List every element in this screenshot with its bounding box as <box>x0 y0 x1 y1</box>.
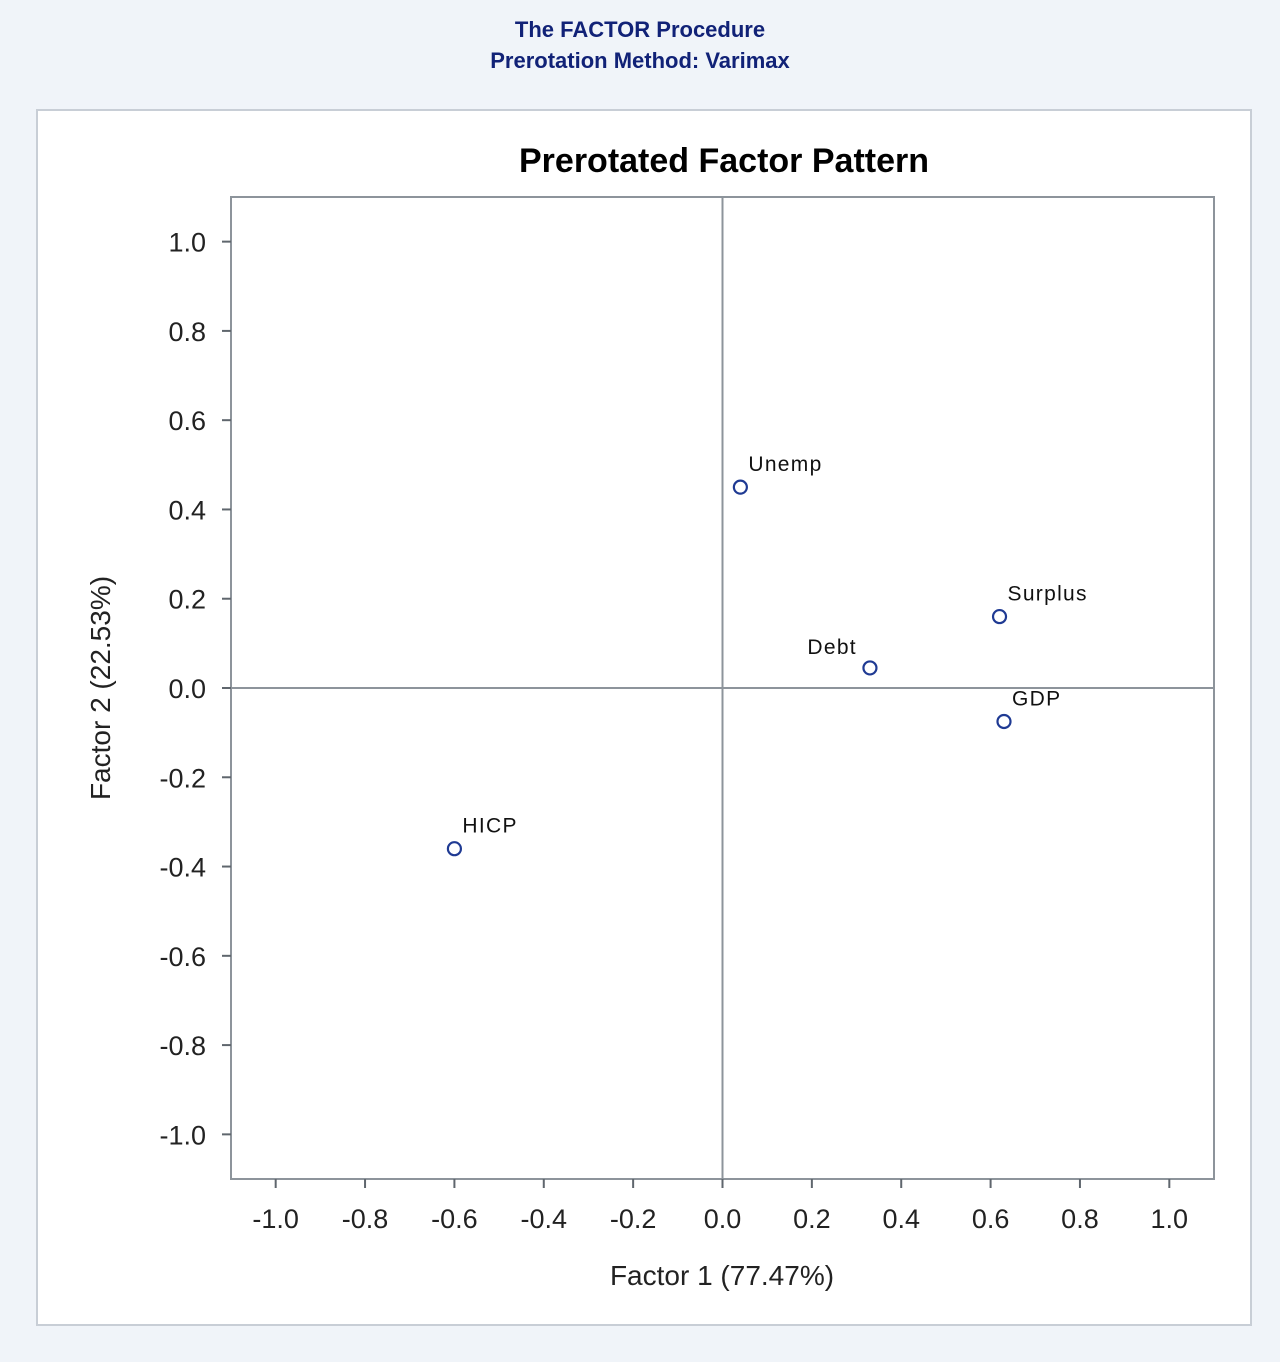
point-hicp <box>446 841 463 857</box>
y-tick-label: 0.2 <box>168 585 206 615</box>
x-tick-label: -0.8 <box>342 1204 389 1234</box>
procedure-header: The FACTOR Procedure Prerotation Method:… <box>0 14 1280 76</box>
x-tick-label: -0.6 <box>431 1204 478 1234</box>
x-tick-label: -1.0 <box>252 1204 299 1234</box>
y-tick-label: -0.8 <box>159 1031 206 1061</box>
point-label-surplus: Surplus <box>1008 583 1088 606</box>
y-axis-label: Factor 2 (22.53%) <box>85 576 116 800</box>
point-label-gdp: GDP <box>1012 687 1061 710</box>
x-tick-label: 0.0 <box>704 1204 742 1234</box>
factor-pattern-plot: Prerotated Factor Pattern -1.0 -0.8 -0.6 -0… <box>85 142 1215 1291</box>
x-tick-label: 0.8 <box>1061 1204 1099 1234</box>
y-axis-ticks: -1.0 -0.8 -0.6 -0.4 -0.2 0.0 0.2 0.4 0.6 0.8 1.0 <box>159 228 231 1150</box>
x-tick-label: 0.6 <box>972 1204 1010 1234</box>
x-tick-label: 0.2 <box>793 1204 831 1234</box>
y-tick-label: -0.2 <box>159 763 206 793</box>
y-tick-label: 0.4 <box>168 495 206 525</box>
point-surplus <box>991 608 1008 625</box>
procedure-subtitle: Prerotation Method: Varimax <box>490 48 790 73</box>
chart-title: Prerotated Factor Pattern <box>519 142 929 180</box>
y-tick-label: 0.0 <box>168 674 206 704</box>
point-label-hicp: HICP <box>462 815 517 838</box>
x-tick-label: 0.4 <box>882 1204 920 1234</box>
point-gdp <box>996 713 1012 730</box>
point-label-debt: Debt <box>807 636 857 659</box>
x-tick-label: -0.2 <box>610 1204 657 1234</box>
y-tick-label: 0.8 <box>168 317 206 347</box>
y-tick-label: -0.6 <box>159 942 206 972</box>
point-debt <box>862 660 878 676</box>
x-tick-label: -0.4 <box>521 1204 568 1234</box>
x-axis-ticks: -1.0 -0.8 -0.6 -0.4 -0.2 0.0 0.2 0.4 0.6 0.8 1.0 <box>252 1179 1188 1234</box>
y-tick-label: 0.6 <box>168 406 206 436</box>
x-tick-label: 1.0 <box>1151 1204 1189 1234</box>
x-axis-label: Factor 1 (77.47%) <box>610 1260 834 1291</box>
y-tick-label: 1.0 <box>168 228 206 258</box>
procedure-title: The FACTOR Procedure <box>514 17 766 42</box>
y-tick-label: -1.0 <box>159 1120 206 1150</box>
point-unemp <box>732 479 748 495</box>
chart-frame: Prerotated Factor Pattern -1.0 -0.8 -0.6 -0… <box>36 109 1252 1326</box>
data-points: Unemp Surplus Debt GDP HICP <box>446 453 1088 857</box>
point-label-unemp: Unemp <box>748 453 822 476</box>
y-tick-label: -0.4 <box>159 853 206 883</box>
